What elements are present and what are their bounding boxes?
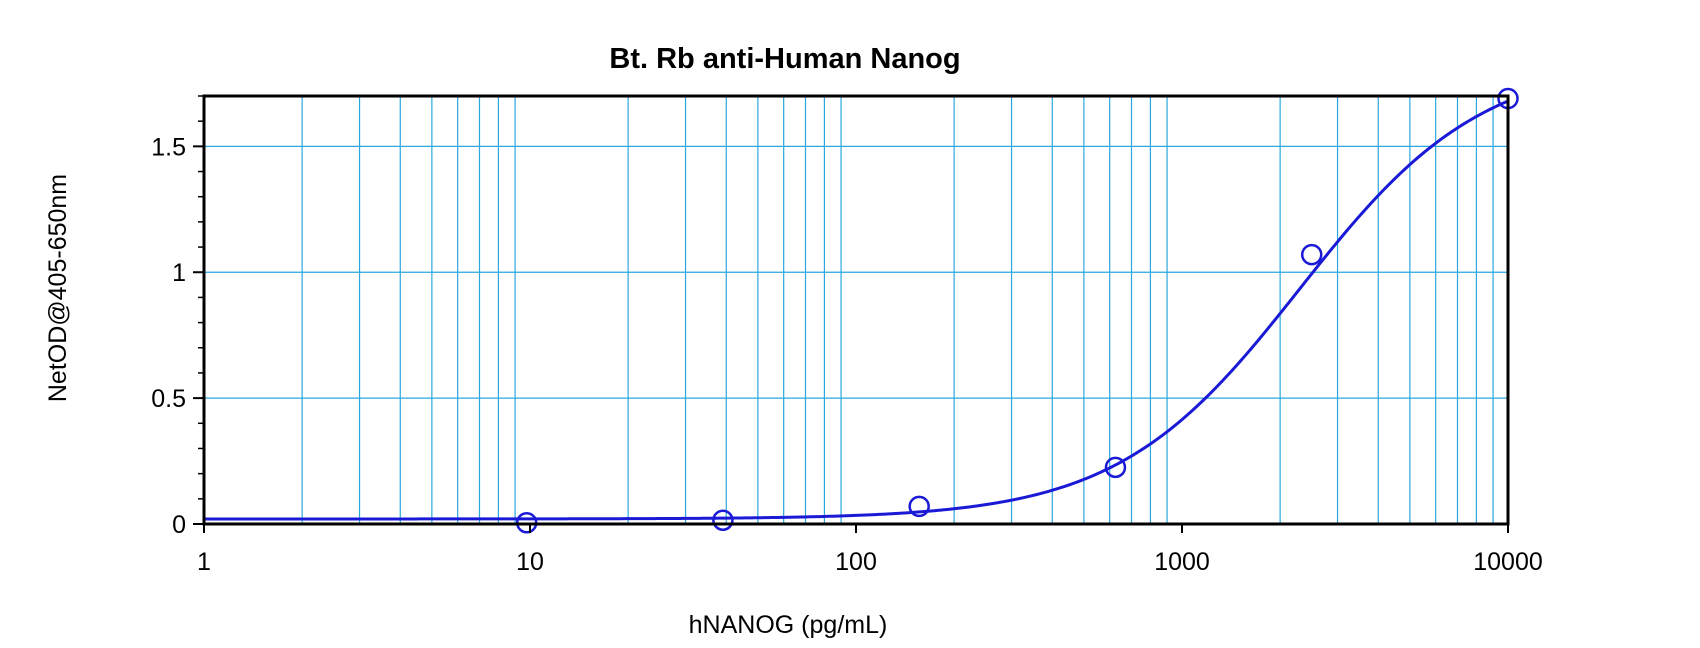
x-axis-label: hNANOG (pg/mL) [689,611,888,639]
data-point [1300,243,1323,266]
axes: 1 10 100 1000 10000 0 0.5 1 1.5 [151,95,1543,576]
y-tick-label: 1.5 [151,133,186,161]
x-tick-label: 1000 [1154,548,1210,576]
data-point [908,495,930,518]
data-point [1104,456,1127,479]
y-axis-label: NetOD@405-650nm [44,174,72,402]
data-point [712,509,734,531]
chart-title: Bt. Rb anti-Human Nanog [609,43,960,75]
fit-curve [204,99,1509,521]
x-tick-label: 100 [835,548,877,576]
x-tick-label: 10 [516,548,544,576]
y-tick-label: 0 [172,511,186,539]
y-tick-label: 0.5 [151,385,186,413]
x-tick-label: 1 [197,548,211,576]
y-tick-label: 1 [172,259,186,287]
grid [204,96,1508,524]
x-tick-label: 10000 [1473,548,1543,576]
fit-curve-group [204,99,1509,521]
